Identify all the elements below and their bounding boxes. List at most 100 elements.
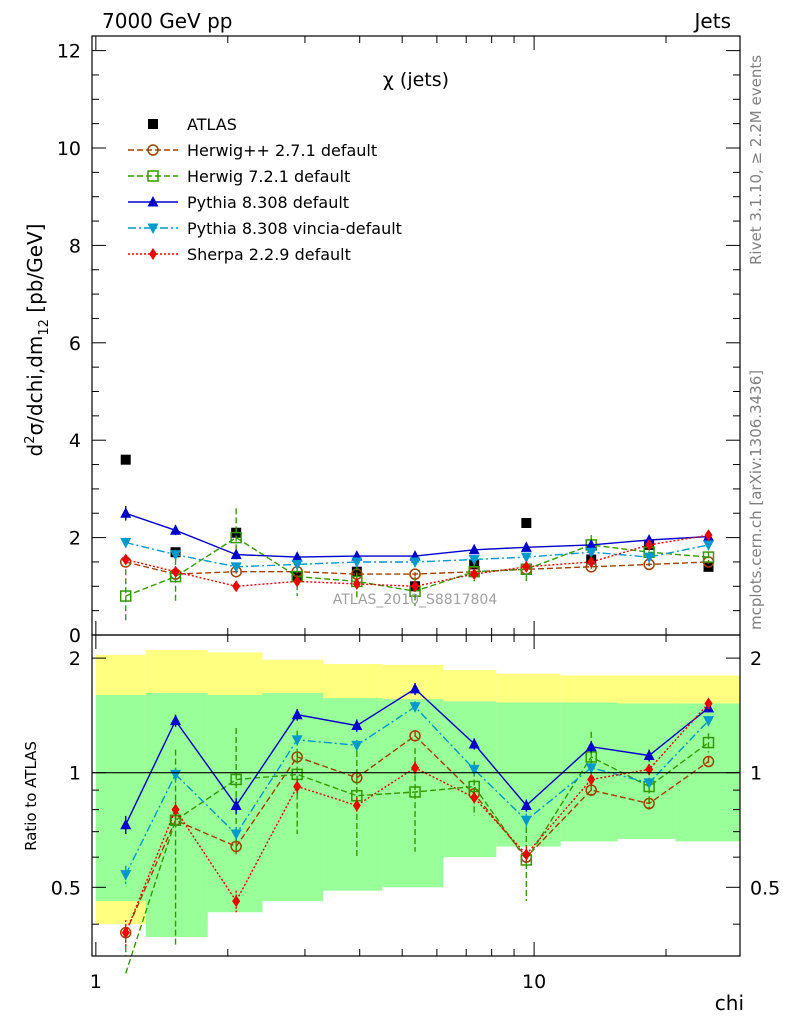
legend-marker-2 (147, 170, 159, 182)
band-green-bin-0 (95, 694, 146, 902)
y-label-mid: σ/dchi,dm (23, 336, 47, 436)
main-series-0-point-7 (521, 517, 532, 528)
main-series-2-point-10 (702, 551, 715, 563)
main-series-5-point-8 (587, 555, 596, 568)
legend-entry-3: Pythia 8.308 default (128, 193, 349, 212)
main-series-3-line (125, 512, 709, 558)
ratio-series-2-point-6 (468, 737, 480, 749)
ratio-series-0-point-10 (702, 755, 715, 768)
main-series-4-point-0 (120, 537, 132, 549)
ratio-series-3-point-6 (468, 764, 480, 776)
legend: ATLAS Herwig++ 2.7.1 default Herwig 7.2.1 … (128, 115, 402, 264)
main-series-0-point-0 (120, 454, 131, 465)
side-rivet-label: Rivet 3.1.10, ≥ 2.2M events (747, 55, 765, 265)
main-series-3-point-6 (468, 543, 480, 555)
x-axis-label: chi (715, 991, 744, 1015)
band-green-bin-6 (443, 701, 497, 858)
ratio-series-2-point-9 (643, 749, 655, 760)
legend-entry-2: Herwig 7.2.1 default (128, 167, 350, 186)
y-label-sup: 2 (23, 436, 38, 444)
main-series-5-point-9 (645, 538, 654, 551)
legend-marker-5 (149, 248, 157, 260)
main-series-5 (121, 529, 713, 593)
main-panel-title: χ (jets) (383, 69, 449, 91)
main-series-0-point-4 (351, 566, 362, 577)
ratio-series-1-point-3 (291, 768, 303, 781)
ratio-series-4-point-6 (470, 791, 479, 804)
legend-label-0: ATLAS (187, 115, 237, 134)
main-series-5-point-0 (121, 553, 130, 566)
ratio-series-4-point-4 (352, 799, 361, 812)
legend-marker-4 (147, 223, 159, 234)
ratio-y-tick-label-right-2: 2 (750, 648, 762, 670)
ratio-y-tick-label-right-0: 0.5 (750, 877, 780, 899)
main-series-3-point-2 (230, 548, 242, 560)
ratio-y-tick-label-left-2: 2 (69, 648, 81, 670)
main-series-0 (120, 454, 714, 592)
legend-label-1: Herwig++ 2.7.1 default (187, 141, 377, 160)
main-y-tick-label-3: 6 (69, 333, 81, 355)
ratio-series-4-point-0 (121, 926, 130, 939)
y-label-pre: d (23, 444, 47, 457)
ratio-series-4-point-3 (293, 780, 302, 793)
ratio-series-4 (121, 697, 713, 947)
ratio-y-tick-label-left-1: 1 (69, 763, 81, 785)
main-series-5-point-2 (232, 580, 241, 593)
main-series-3-point-3 (291, 551, 303, 562)
main-panel-marks (119, 454, 715, 623)
ratio-series-3-point-10 (702, 716, 714, 727)
main-series-4-point-6 (468, 555, 480, 566)
legend-marker-1 (147, 144, 159, 156)
ratio-series-3-point-8 (585, 763, 597, 774)
main-series-5-point-4 (352, 577, 361, 590)
legend-marker-3 (147, 196, 159, 207)
main-series-3-point-8 (585, 538, 597, 550)
ratio-series-2-point-7 (520, 799, 532, 811)
ratio-series-2-point-8 (585, 740, 597, 752)
main-series-3 (120, 505, 714, 562)
main-series-5-point-7 (522, 560, 531, 573)
main-y-tick-label-0: 0 (69, 625, 81, 647)
ratio-series-3-point-4 (351, 740, 363, 752)
main-series-4-point-9 (643, 552, 655, 564)
main-series-4-point-2 (230, 562, 242, 573)
ratio-series-4-point-1 (171, 803, 180, 816)
main-y-axis-label: d2σ/dchi,dm12 [pb/GeV] (23, 224, 52, 457)
main-series-2-point-2 (230, 531, 242, 544)
ratio-series-1-point-6 (468, 780, 480, 793)
ratio-series-4-point-2 (232, 895, 241, 908)
main-series-4-point-5 (409, 557, 421, 568)
main-series-3-point-0 (120, 507, 132, 518)
ratio-series-3-point-7 (520, 815, 532, 827)
ratio-series-3 (120, 701, 714, 885)
ratio-series-2-point-3 (291, 708, 303, 720)
x-tick-label-0: 1 (90, 971, 102, 993)
ratio-panel-marks (119, 682, 715, 974)
ratio-series-4-point-7 (522, 848, 531, 861)
band-green-bin-3 (262, 692, 324, 902)
ratio-y-tick-label-right-1: 1 (750, 763, 762, 785)
ratio-series-2-point-2 (230, 799, 242, 811)
main-series-5-point-3 (293, 575, 302, 588)
ratio-series-3-point-3 (291, 735, 303, 746)
band-green-bin-8 (560, 702, 618, 842)
ratio-series-2-point-4 (351, 719, 363, 731)
ratio-series-4-point-8 (587, 773, 596, 786)
main-y-tick-label-4: 8 (69, 235, 81, 257)
header-energy-label: 7000 GeV pp (102, 9, 233, 33)
main-series-4-point-10 (702, 540, 714, 551)
ratio-series-4-point-10 (704, 697, 713, 710)
analysis-watermark: ATLAS_2010_S8817804 (333, 592, 498, 608)
main-y-tick-label-6: 12 (57, 41, 81, 63)
ratio-series-1-line (125, 742, 709, 974)
ratio-series-3-point-9 (643, 778, 655, 789)
main-y-tick-label-1: 2 (69, 528, 81, 550)
main-series-5-point-6 (470, 568, 479, 581)
ratio-series-2-point-0 (120, 818, 132, 830)
main-series-5-point-5 (411, 580, 420, 593)
main-y-tick-label-2: 4 (69, 430, 81, 452)
ratio-series-1-point-2 (230, 773, 242, 786)
ratio-series-2-point-1 (170, 714, 182, 726)
ratio-uncertainty-bands (95, 650, 740, 938)
ratio-series-4-point-5 (411, 761, 420, 774)
